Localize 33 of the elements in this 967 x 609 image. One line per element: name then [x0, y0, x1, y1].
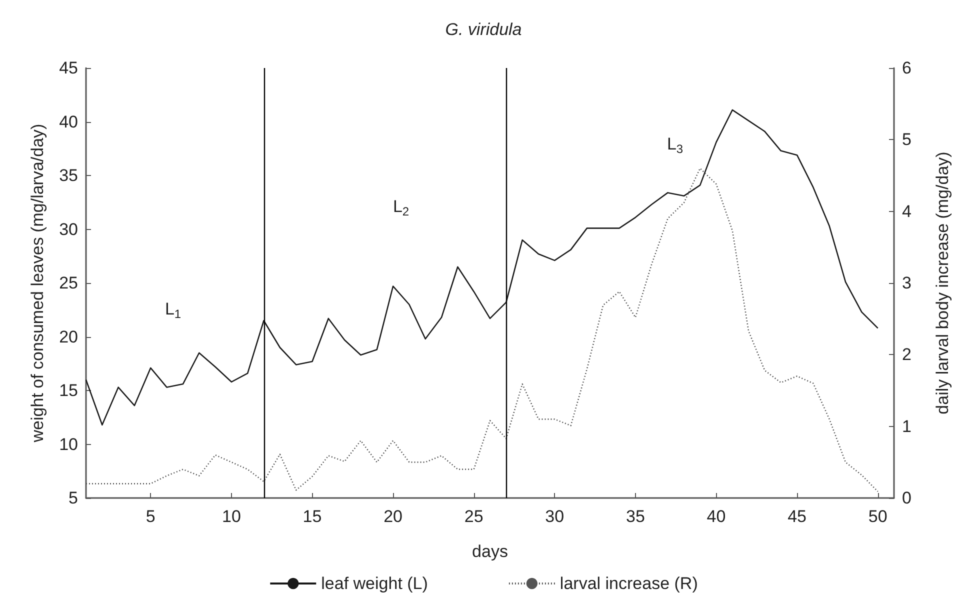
x-tick-label: 5: [146, 507, 156, 526]
y2-tick-label: 2: [902, 345, 912, 364]
x-tick-label: 30: [545, 507, 564, 526]
y-tick-label: 5: [68, 488, 78, 508]
x-tick-label: 10: [222, 507, 241, 526]
x-tick-label: 40: [706, 507, 726, 526]
line-series: [85, 109, 878, 426]
y2-tick-label: 3: [902, 274, 912, 292]
y-tick-label: 40: [59, 112, 78, 132]
y2-tick-label: 5: [902, 130, 912, 150]
x-tick-label: 35: [626, 507, 645, 526]
y-tick-label: 30: [59, 220, 78, 239]
y-axis-title: weight of consumed leaves (mg/larva/day): [28, 124, 47, 444]
y-tick-label: 25: [59, 274, 78, 292]
x-tick-label: 15: [302, 507, 322, 526]
y-tick-label: 10: [59, 434, 78, 454]
y2-tick-label: 4: [902, 202, 912, 221]
y-tick-label: 45: [59, 58, 78, 78]
y-tick-label: 15: [59, 381, 78, 400]
x-tick-label: 25: [464, 507, 484, 526]
legend-label: leaf weight (L): [321, 574, 428, 593]
legend-label: larval increase (R): [560, 574, 698, 593]
y-tick-label: 20: [59, 327, 78, 346]
y2-tick-label: 6: [902, 58, 912, 78]
x-axis-title: days: [472, 542, 508, 561]
y-tick-label: 35: [59, 166, 78, 185]
chart-title: G. viridula: [445, 20, 522, 39]
x-tick-label: 45: [788, 507, 806, 526]
y2-tick-label: 1: [902, 416, 912, 436]
x-tick-label: 50: [868, 507, 888, 526]
y2-tick-label: 0: [902, 488, 912, 508]
x-tick-label: 20: [384, 507, 402, 526]
y2-axis-title: daily larval body increase (mg/day): [933, 152, 952, 414]
